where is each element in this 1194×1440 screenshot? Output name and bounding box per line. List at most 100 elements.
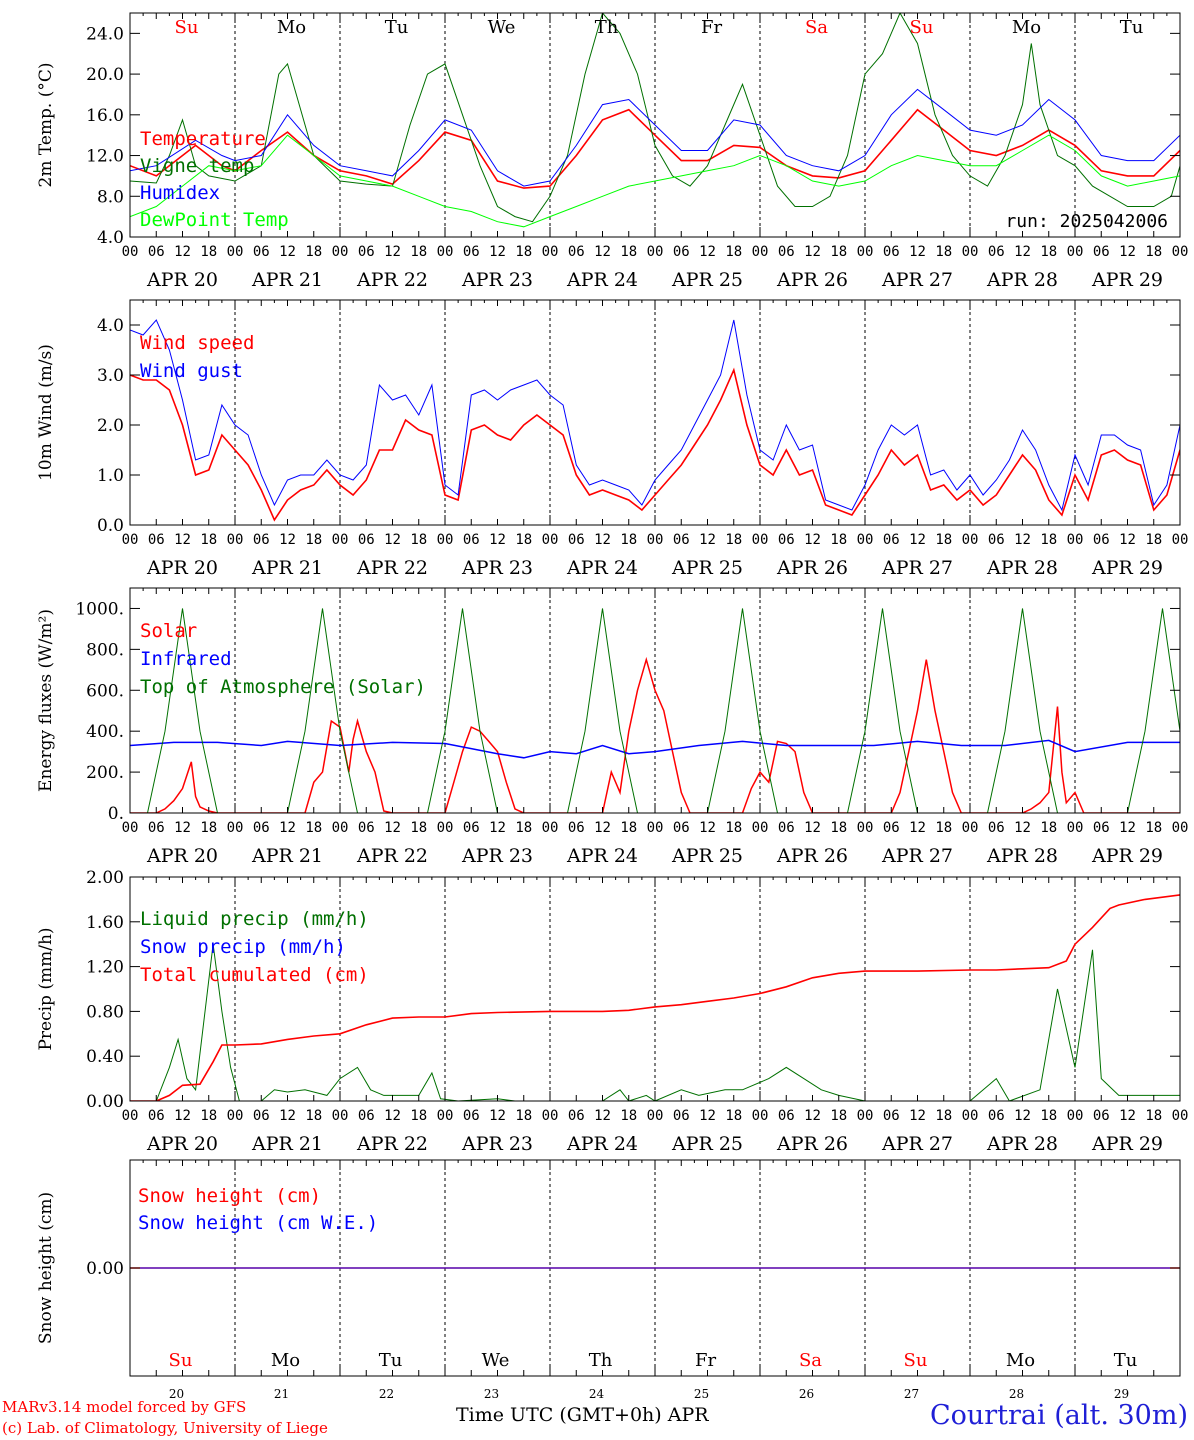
- y-tick-label: 8.0: [97, 187, 124, 207]
- hour-label: 06: [778, 820, 795, 836]
- panel-frame: [129, 587, 1181, 814]
- day-label: APR 26: [776, 845, 848, 867]
- day-label: APR 23: [461, 269, 533, 291]
- hour-label: 00: [962, 1108, 979, 1124]
- hour-label: 12: [699, 820, 716, 836]
- hour-label: 00: [962, 820, 979, 836]
- y-tick-label: 24.0: [86, 24, 124, 44]
- y-tick-label: 20.0: [86, 65, 124, 85]
- hour-label: 18: [200, 532, 217, 548]
- hour-label: 12: [174, 532, 191, 548]
- hour-label: 18: [620, 532, 637, 548]
- day-label: APR 21: [251, 269, 323, 291]
- hour-label: 12: [489, 1108, 506, 1124]
- hour-label: 18: [515, 244, 532, 260]
- day-label: APR 29: [1091, 1133, 1163, 1155]
- y-axis-label: Energy fluxes (W/m²): [36, 609, 56, 792]
- hour-label: 06: [1093, 1108, 1110, 1124]
- series-line-solar: [130, 656, 1180, 813]
- legend-entry: Top of Atmosphere (Solar): [140, 676, 426, 698]
- hour-label: 00: [857, 244, 874, 260]
- series-line-temperature: [130, 108, 1180, 189]
- hour-label: 06: [463, 820, 480, 836]
- hour-label: 06: [358, 820, 375, 836]
- hour-label: 00: [227, 820, 244, 836]
- day-label: APR 21: [251, 845, 323, 867]
- legend-entry: Liquid precip (mm/h): [140, 908, 369, 930]
- hour-label: 06: [358, 1108, 375, 1124]
- hour-label: 00: [332, 532, 349, 548]
- hour-label: 18: [620, 1108, 637, 1124]
- hour-label: 18: [305, 532, 322, 548]
- series-line-humidex: [130, 88, 1180, 187]
- hour-label: 00: [647, 820, 664, 836]
- hour-label: 06: [988, 1108, 1005, 1124]
- hour-label: 12: [1014, 820, 1031, 836]
- hour-label: 18: [410, 244, 427, 260]
- y-tick-label: 0.: [108, 804, 124, 824]
- hour-label: 06: [148, 1108, 165, 1124]
- hour-label: 18: [830, 1108, 847, 1124]
- legend-entry: Infrared: [140, 648, 232, 670]
- y-axis-label: Snow height (cm): [36, 1192, 56, 1344]
- hour-label: 06: [568, 532, 585, 548]
- day-label: APR 25: [671, 557, 743, 579]
- hour-label: 12: [1014, 532, 1031, 548]
- legend-entry: Total cumulated (cm): [140, 964, 369, 986]
- hour-label: 00: [122, 1108, 139, 1124]
- hour-label: 00: [227, 244, 244, 260]
- y-tick-label: 0.00: [86, 1259, 124, 1279]
- day-label: APR 26: [776, 557, 848, 579]
- hour-label: 06: [148, 244, 165, 260]
- series-line-wind-gust: [130, 319, 1180, 512]
- day-label: APR 27: [881, 1133, 953, 1155]
- y-tick-label: 1000.: [75, 599, 124, 619]
- weekday-bottom: Tu: [1114, 1350, 1138, 1371]
- hour-label: 06: [988, 244, 1005, 260]
- hour-label: 18: [515, 532, 532, 548]
- day-number: 24: [589, 1387, 605, 1401]
- hour-label: 12: [174, 820, 191, 836]
- weekday-top: Su: [910, 17, 934, 38]
- day-label: APR 23: [461, 1133, 533, 1155]
- hour-label: 06: [673, 532, 690, 548]
- hour-label: 00: [962, 244, 979, 260]
- hour-label-end: 00: [1172, 532, 1189, 548]
- hour-label: 06: [673, 1108, 690, 1124]
- hour-label: 18: [305, 244, 322, 260]
- hour-label: 06: [358, 244, 375, 260]
- hour-label: 06: [988, 532, 1005, 548]
- day-label: APR 24: [566, 269, 638, 291]
- hour-label: 12: [384, 532, 401, 548]
- hour-label: 18: [1040, 244, 1057, 260]
- hour-label: 12: [699, 532, 716, 548]
- weekday-top: Th: [595, 17, 619, 38]
- day-label: APR 22: [356, 269, 428, 291]
- hour-label: 12: [594, 244, 611, 260]
- hour-label: 12: [279, 244, 296, 260]
- hour-label: 00: [542, 244, 559, 260]
- hour-label: 06: [568, 1108, 585, 1124]
- y-axis-label: 10m Wind (m/s): [36, 344, 56, 481]
- hour-label: 06: [253, 1108, 270, 1124]
- hour-label: 12: [384, 1108, 401, 1124]
- weekday-top: Sa: [805, 17, 828, 38]
- hour-label: 06: [1093, 820, 1110, 836]
- hour-label: 00: [542, 1108, 559, 1124]
- hour-label: 12: [1014, 244, 1031, 260]
- legend-entry: Snow height (cm W.E.): [138, 1212, 378, 1234]
- hour-label: 00: [752, 820, 769, 836]
- hour-label: 12: [594, 820, 611, 836]
- day-label: APR 25: [671, 845, 743, 867]
- legend-entry: Snow precip (mm/h): [140, 936, 346, 958]
- hour-label: 12: [909, 244, 926, 260]
- weekday-bottom: Su: [904, 1350, 928, 1371]
- day-number: 23: [484, 1387, 499, 1401]
- hour-label: 12: [804, 532, 821, 548]
- hour-label: 18: [305, 1108, 322, 1124]
- day-label: APR 22: [356, 845, 428, 867]
- hour-label: 18: [200, 1108, 217, 1124]
- y-tick-label: 600.: [86, 681, 124, 701]
- y-tick-label: 800.: [86, 640, 124, 660]
- hour-label: 18: [935, 820, 952, 836]
